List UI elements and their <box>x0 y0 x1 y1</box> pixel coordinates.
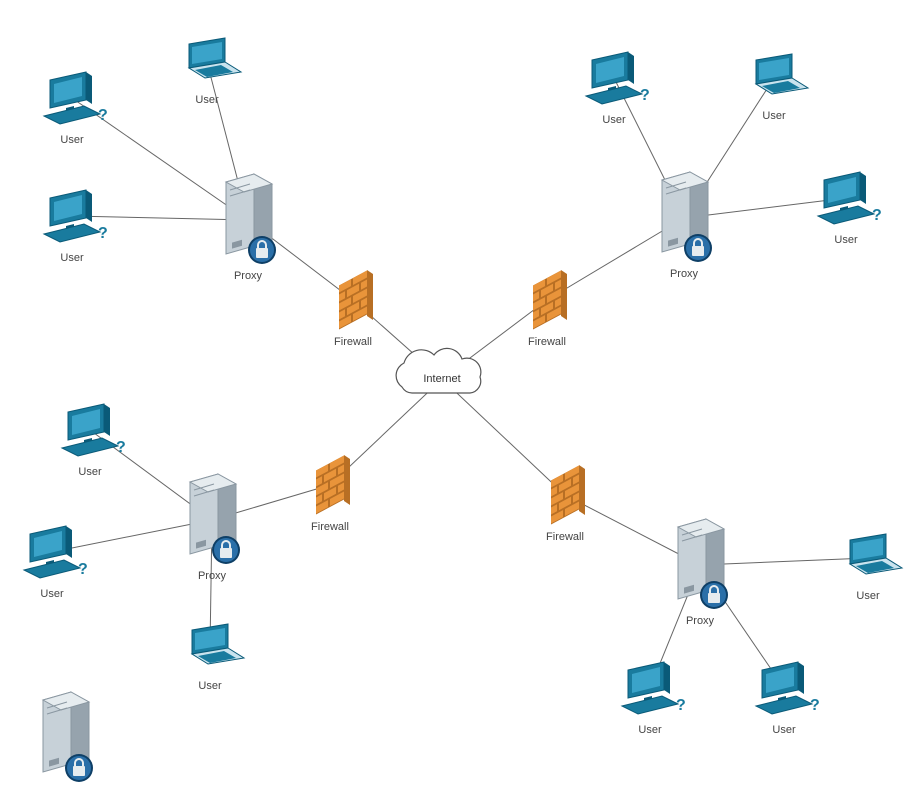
desktop-label: User <box>772 724 795 736</box>
desktop-icon <box>44 190 108 242</box>
laptop-icon <box>192 624 244 664</box>
server-label: Proxy <box>234 270 262 282</box>
server-icon <box>678 519 728 609</box>
firewall-icon <box>316 455 350 514</box>
cloud-icon <box>396 348 481 393</box>
desktop-icon <box>62 404 126 456</box>
server-icon <box>226 174 276 264</box>
laptop-label: User <box>856 590 879 602</box>
edge <box>700 558 868 565</box>
desktop-icon <box>24 526 88 578</box>
desktop-icon <box>818 172 882 224</box>
firewall-icon <box>339 270 373 329</box>
laptop-label: User <box>762 110 785 122</box>
server-icon <box>190 474 240 564</box>
laptop-icon <box>756 54 808 94</box>
server-label: Proxy <box>198 570 226 582</box>
server-icon <box>662 172 712 262</box>
desktop-label: User <box>60 134 83 146</box>
firewall-label: Firewall <box>311 521 349 533</box>
server-label: Proxy <box>670 268 698 280</box>
desktop-icon <box>586 52 650 104</box>
desktop-label: User <box>834 234 857 246</box>
firewall-label: Firewall <box>334 336 372 348</box>
desktop-label: User <box>78 466 101 478</box>
firewall-icon <box>551 465 585 524</box>
server-icon <box>43 692 93 782</box>
firewall-icon <box>533 270 567 329</box>
edge <box>52 520 212 552</box>
firewall-label: Firewall <box>546 531 584 543</box>
laptop-icon <box>189 38 241 78</box>
desktop-label: User <box>602 114 625 126</box>
server-label: Proxy <box>686 615 714 627</box>
edge <box>442 379 565 495</box>
laptop-label: User <box>198 680 221 692</box>
desktop-icon <box>756 662 820 714</box>
firewall-label: Firewall <box>528 336 566 348</box>
desktop-label: User <box>40 588 63 600</box>
laptop-label: User <box>195 94 218 106</box>
desktop-label: User <box>60 252 83 264</box>
desktop-label: User <box>638 724 661 736</box>
internet-label: Internet <box>423 373 460 385</box>
edge <box>72 216 248 220</box>
desktop-icon <box>622 662 686 714</box>
desktop-icon <box>44 72 108 124</box>
laptop-icon <box>850 534 902 574</box>
